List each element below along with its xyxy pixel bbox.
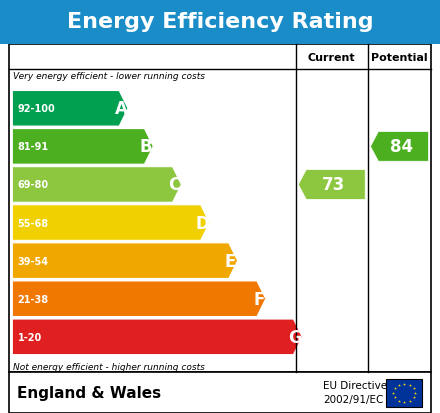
Bar — [9, 45, 431, 373]
Text: G: G — [288, 328, 302, 346]
Text: E: E — [225, 252, 236, 270]
Text: A: A — [114, 100, 127, 118]
Polygon shape — [12, 167, 181, 203]
Text: B: B — [140, 138, 153, 156]
Text: 84: 84 — [390, 138, 413, 156]
Bar — [386, 379, 422, 407]
Text: England & Wales: England & Wales — [17, 385, 161, 400]
Text: 55-68: 55-68 — [18, 218, 49, 228]
Text: EU Directive: EU Directive — [323, 380, 388, 390]
Polygon shape — [12, 91, 128, 127]
Text: Potential: Potential — [371, 52, 428, 62]
Text: Energy Efficiency Rating: Energy Efficiency Rating — [67, 12, 373, 32]
Text: 2002/91/EC: 2002/91/EC — [323, 394, 384, 404]
Polygon shape — [12, 129, 153, 165]
Text: Very energy efficient - lower running costs: Very energy efficient - lower running co… — [13, 72, 205, 81]
Text: 73: 73 — [322, 176, 345, 194]
Bar — [9, 373, 431, 413]
Polygon shape — [370, 132, 429, 162]
Polygon shape — [12, 281, 266, 317]
Bar — [0, 0, 440, 45]
Polygon shape — [298, 170, 365, 200]
Text: Not energy efficient - higher running costs: Not energy efficient - higher running co… — [13, 362, 205, 371]
Text: 1-20: 1-20 — [18, 332, 42, 342]
Text: C: C — [168, 176, 180, 194]
Text: F: F — [253, 290, 264, 308]
Text: 81-91: 81-91 — [18, 142, 49, 152]
Polygon shape — [12, 243, 238, 279]
Text: D: D — [196, 214, 209, 232]
Text: Current: Current — [308, 52, 356, 62]
Text: 21-38: 21-38 — [18, 294, 49, 304]
Text: 92-100: 92-100 — [18, 104, 55, 114]
Polygon shape — [12, 319, 302, 355]
Text: 69-80: 69-80 — [18, 180, 49, 190]
Text: 39-54: 39-54 — [18, 256, 48, 266]
Polygon shape — [12, 205, 209, 241]
